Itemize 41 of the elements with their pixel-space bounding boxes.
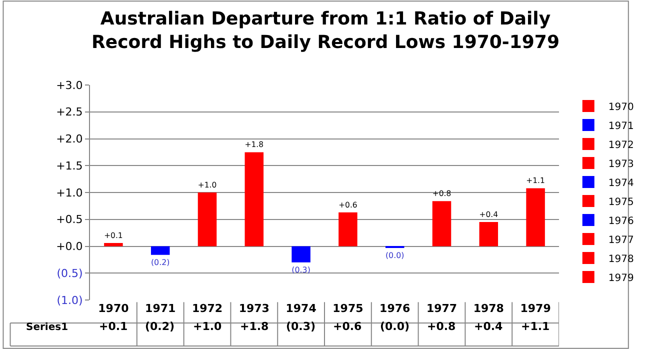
y-tick-label: +0.5 xyxy=(56,213,83,226)
x-tick-label: 1979 xyxy=(520,302,551,315)
x-tick-label: 1972 xyxy=(192,302,223,315)
x-tick-label: 1976 xyxy=(380,302,410,315)
y-tick-label: +1.0 xyxy=(56,186,83,200)
x-tick-label: 1978 xyxy=(473,302,504,315)
y-tick-label: +2.0 xyxy=(56,132,83,146)
y-tick-label: +3.0 xyxy=(56,78,83,92)
x-tick-label: 1975 xyxy=(332,302,364,315)
x-tick-label: 1974 xyxy=(286,302,317,315)
x-tick-label: 1970 xyxy=(98,302,130,315)
x-tick-label: 1973 xyxy=(238,302,270,315)
y-tick-label: +0.0 xyxy=(56,240,83,254)
y-tick-label: (0.5) xyxy=(56,266,83,280)
text: +1.1 xyxy=(521,320,550,333)
legend-label: 1971 xyxy=(608,120,634,132)
y-tick-label: +2.5 xyxy=(56,106,83,119)
text: +0.6 xyxy=(333,320,362,333)
text: +0.1 xyxy=(99,320,128,333)
text: +0.4 xyxy=(474,320,503,333)
text: +1.8 xyxy=(240,320,269,333)
y-tick-label: +1.5 xyxy=(56,159,83,172)
text: (0.3) xyxy=(286,320,316,333)
chart-title: Australian Departure from 1:1 Ratio of Daily Record Highs to Daily Record Lows 1970-1979 xyxy=(92,8,560,53)
legend-label: 1972 xyxy=(608,140,634,151)
x-tick-label: 1977 xyxy=(426,302,458,315)
text: +0.8 xyxy=(427,320,456,333)
text: (0.2) xyxy=(145,320,175,333)
legend-label: 1975 xyxy=(608,196,634,208)
legend-label: 1976 xyxy=(608,216,634,227)
legend-label: 1973 xyxy=(608,158,634,170)
x-tick-label: 1971 xyxy=(145,302,176,315)
text: Series1 xyxy=(26,322,68,333)
legend-label: 1974 xyxy=(608,178,634,189)
y-tick-label: (1.0) xyxy=(56,294,83,307)
text: +1.0 xyxy=(193,320,222,333)
legend-label: 1977 xyxy=(608,234,634,246)
text: (0.0) xyxy=(380,320,410,333)
legend-label: 1978 xyxy=(608,254,634,265)
legend-label: 1970 xyxy=(608,102,634,113)
legend-label: 1979 xyxy=(608,272,634,284)
